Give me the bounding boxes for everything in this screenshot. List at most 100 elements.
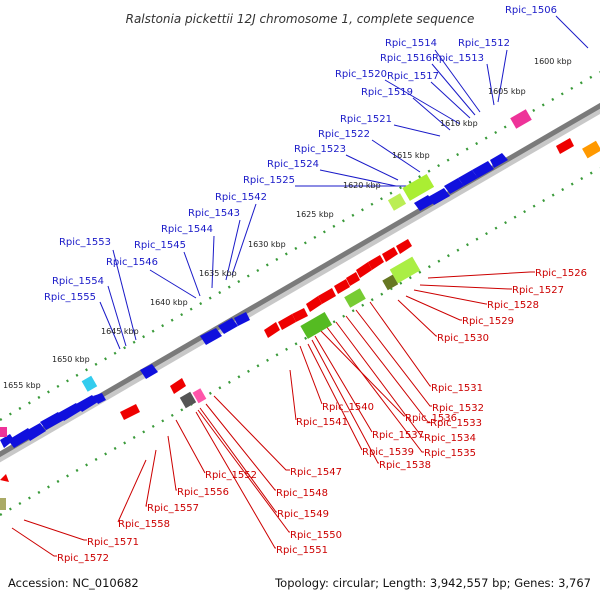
gene-box-khaki [0, 498, 6, 510]
leader-line [431, 63, 476, 116]
gene-arrow [428, 188, 450, 205]
gene-arrow [40, 412, 64, 430]
gene-label-bottom: Rpic_1539 [362, 447, 414, 458]
gene-arrow [556, 138, 574, 154]
gene-arrow [472, 161, 494, 178]
gene-arrow [382, 247, 398, 262]
gene-label-top: Rpic_1555 [44, 292, 96, 303]
kbp-label: 1605 kbp [488, 87, 526, 96]
leader-line [486, 63, 495, 106]
gene-label-top: Rpic_1513 [432, 53, 484, 64]
gene-label-bottom: Rpic_1548 [276, 488, 328, 499]
gene-arrow [356, 262, 372, 278]
leader-line [413, 289, 487, 305]
leader-line [99, 301, 121, 350]
gene-arrow [58, 403, 82, 421]
leader-line [345, 154, 399, 181]
top-strand-labels: Rpic_1506 Rpic_1512 Rpic_1513 Rpic_1514 Rpic… [44, 5, 557, 303]
kbp-label: 1615 kbp [392, 151, 430, 160]
topology: Topology: circular; Length: 3,942,557 bp… [274, 576, 591, 590]
kbp-label: 1650 kbp [52, 355, 90, 364]
leader-line [405, 295, 462, 321]
kbp-label: 1600 kbp [534, 57, 572, 66]
leader-line [23, 519, 87, 541]
gene-arrow [318, 288, 336, 304]
leader-lines [11, 15, 589, 557]
gene-arrow [334, 279, 350, 294]
leader-line [371, 139, 421, 173]
gene-label-top: Rpic_1524 [267, 159, 319, 170]
leader-line [197, 409, 290, 533]
gene-label-bottom: Rpic_1535 [424, 448, 476, 459]
gene-label-bottom: Rpic_1528 [487, 300, 539, 311]
gene-label-top: Rpic_1517 [387, 71, 439, 82]
leader-line [117, 459, 147, 523]
gene-arrow [396, 239, 412, 254]
gene-label-top: Rpic_1545 [134, 240, 186, 251]
gene-label-bottom: Rpic_1556 [177, 487, 229, 498]
gene-features [0, 109, 600, 510]
gene-arrow [120, 404, 140, 420]
map-title: Ralstonia pickettii 12J chromosome 1, co… [126, 12, 475, 26]
leader-line [325, 325, 424, 453]
gene-label-bottom: Rpic_1527 [512, 285, 564, 296]
leader-line [419, 284, 512, 290]
gene-arrow [264, 322, 280, 338]
leader-line [434, 49, 481, 113]
gene-arrow [170, 378, 186, 394]
gene-label-top: Rpic_1554 [52, 276, 104, 287]
gene-label-bottom: Rpic_1540 [322, 402, 374, 413]
gene-arrow [292, 308, 308, 322]
leader-line [213, 395, 290, 471]
gene-label-top: Rpic_1519 [361, 87, 413, 98]
kbp-label: 1635 kbp [199, 269, 237, 278]
gene-label-top: Rpic_1546 [106, 257, 158, 268]
leader-line [299, 345, 323, 405]
leader-line [175, 419, 206, 474]
gene-box-pink [510, 109, 532, 129]
leader-line [319, 169, 397, 187]
gene-label-top: Rpic_1520 [335, 69, 387, 80]
gene-label-bottom: Rpic_1538 [379, 460, 431, 471]
leader-line [231, 203, 257, 276]
gene-box-cyan [81, 375, 98, 392]
gene-label-bottom: Rpic_1534 [424, 433, 476, 444]
gene-box-lime [402, 173, 435, 201]
gene-label-bottom: Rpic_1533 [430, 418, 482, 429]
gene-arrow [218, 318, 238, 334]
gene-label-top: Rpic_1523 [294, 144, 346, 155]
gene-label-top: Rpic_1516 [380, 53, 432, 64]
gene-label-bottom: Rpic_1552 [205, 470, 257, 481]
gene-label-bottom: Rpic_1557 [147, 503, 199, 514]
gene-label-bottom: Rpic_1558 [118, 519, 170, 530]
gene-arrow [368, 255, 384, 270]
gene-arrow [278, 314, 296, 330]
leader-line [167, 435, 177, 491]
gene-label-bottom: Rpic_1531 [431, 383, 483, 394]
gene-label-bottom: Rpic_1529 [462, 316, 514, 327]
leader-line [307, 343, 363, 451]
gene-box-dark-grey [179, 391, 197, 409]
bottom-strand-labels: Rpic_1526 Rpic_1527 Rpic_1528 Rpic_1529 Rpic… [57, 268, 587, 564]
gene-label-bottom: Rpic_1537 [372, 430, 424, 441]
leader-line [335, 321, 424, 438]
gene-label-top: Rpic_1544 [161, 224, 213, 235]
gene-label-top: Rpic_1512 [458, 38, 510, 49]
kbp-label: 1610 kbp [440, 119, 478, 128]
bottom-strand-genes [0, 138, 574, 482]
gene-arrow [0, 434, 14, 448]
gene-label-bottom: Rpic_1530 [437, 333, 489, 344]
leader-line [497, 49, 508, 103]
leader-line [205, 403, 276, 491]
bottom-track [0, 166, 600, 517]
gene-arrow [346, 272, 360, 286]
leader-line [314, 335, 373, 433]
gene-label-top: Rpic_1553 [59, 237, 111, 248]
leader-line [225, 219, 241, 281]
gene-label-top: Rpic_1522 [318, 129, 370, 140]
leader-line [345, 315, 430, 423]
leader-line [555, 15, 589, 49]
gene-box-orange [582, 140, 600, 159]
leader-line [149, 269, 197, 299]
